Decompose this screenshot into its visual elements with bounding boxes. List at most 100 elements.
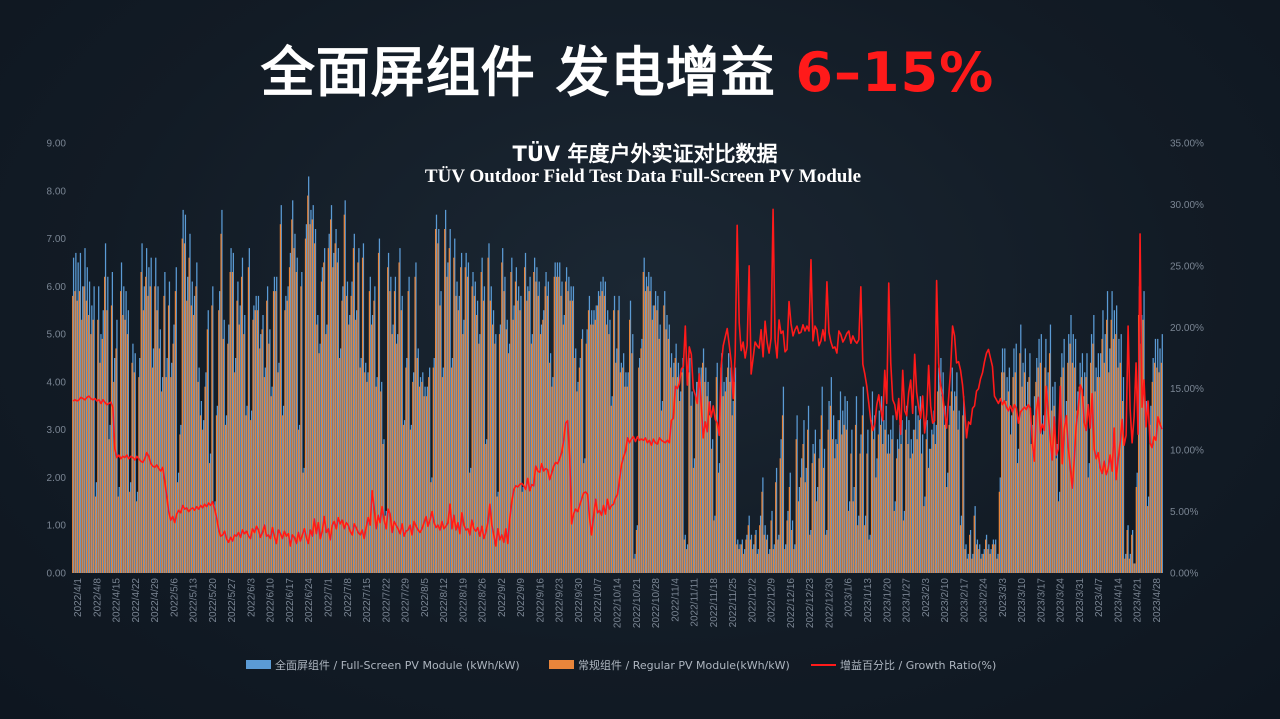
bar-full-screen xyxy=(438,229,440,573)
bar-full-screen xyxy=(406,358,408,573)
bar-full-screen xyxy=(465,252,467,573)
bar-full-screen xyxy=(572,286,575,573)
bar-regular xyxy=(1067,362,1069,573)
x-tick-label: 2022/9/16 xyxy=(535,578,546,623)
bar-full-screen xyxy=(513,305,515,573)
bar-regular xyxy=(140,272,142,573)
bar-regular xyxy=(756,553,759,573)
bar-full-screen xyxy=(198,367,200,573)
bar-regular xyxy=(1083,396,1085,573)
bar-regular xyxy=(1064,420,1067,573)
bar-full-screen xyxy=(563,315,565,573)
bar-regular xyxy=(640,348,642,573)
y-tick-label: 9.00 xyxy=(47,139,67,150)
bar-full-screen xyxy=(508,343,511,573)
bar-regular xyxy=(884,429,886,573)
bar-full-screen xyxy=(319,343,321,573)
bar-regular xyxy=(736,544,738,573)
bar-full-screen xyxy=(1157,338,1159,573)
bar-full-screen xyxy=(173,324,175,573)
bar-regular xyxy=(745,539,747,573)
bar-regular xyxy=(1055,458,1058,573)
bar-regular xyxy=(174,291,177,573)
bar-full-screen xyxy=(100,334,102,573)
bar-regular xyxy=(587,310,590,573)
y-tick-label: 8.00 xyxy=(47,186,67,197)
bar-full-screen xyxy=(728,353,730,573)
bar-full-screen xyxy=(597,291,600,573)
bar-regular xyxy=(747,525,749,573)
bar-regular xyxy=(101,338,104,573)
bar-regular xyxy=(206,329,208,573)
bar-regular xyxy=(453,257,455,573)
bar-regular xyxy=(154,286,156,573)
bar-full-screen xyxy=(91,305,93,573)
bar-full-screen xyxy=(378,238,381,573)
bar-regular xyxy=(601,291,603,573)
bar-full-screen xyxy=(908,420,910,573)
bar-regular xyxy=(1140,343,1142,573)
x-tick-label: 2022/10/7 xyxy=(593,578,604,623)
bar-regular xyxy=(425,396,428,573)
bar-full-screen xyxy=(355,310,358,573)
bar-full-screen xyxy=(654,291,657,573)
bar-regular xyxy=(450,367,453,573)
bar-full-screen xyxy=(168,281,171,573)
bar-full-screen xyxy=(988,544,990,573)
headline-main: 全面屏组件 发电增益 xyxy=(260,41,796,104)
bar-regular xyxy=(526,300,528,573)
bar-full-screen xyxy=(992,539,995,573)
bar-full-screen xyxy=(666,315,668,573)
bar-full-screen xyxy=(282,405,285,573)
bar-full-screen xyxy=(759,515,762,573)
bar-regular xyxy=(247,267,250,573)
bar-full-screen xyxy=(365,362,367,573)
bar-full-screen xyxy=(1074,338,1077,573)
bar-regular xyxy=(916,439,918,573)
bar-regular xyxy=(654,305,656,573)
bar-regular xyxy=(275,291,277,573)
bar-full-screen xyxy=(1104,334,1106,573)
bar-full-screen xyxy=(826,530,828,573)
bar-regular xyxy=(962,415,964,573)
bar-full-screen xyxy=(159,329,161,573)
bar-regular xyxy=(827,429,829,573)
bar-regular xyxy=(1121,401,1124,573)
x-tick-label: 2022/4/1 xyxy=(73,578,84,617)
bar-full-screen xyxy=(1154,338,1157,573)
bar-full-screen xyxy=(212,286,214,573)
legend-swatch xyxy=(246,660,271,669)
bar-full-screen xyxy=(273,276,276,573)
headline: 全面屏组件 发电增益 6–15% xyxy=(0,28,1255,107)
bar-regular xyxy=(704,381,706,573)
bar-regular xyxy=(126,334,129,573)
bar-full-screen xyxy=(326,324,328,573)
bar-full-screen xyxy=(387,252,390,573)
bar-regular xyxy=(558,276,560,573)
bar-full-screen xyxy=(901,420,903,573)
x-tick-label: 2022/9/23 xyxy=(555,578,566,623)
bar-full-screen xyxy=(433,358,435,573)
bar-full-screen xyxy=(344,200,346,573)
bar-regular xyxy=(243,334,245,573)
x-tick-label: 2023/1/13 xyxy=(863,578,874,623)
bar-full-screen xyxy=(1047,372,1049,573)
bar-regular xyxy=(245,415,247,573)
bar-full-screen xyxy=(974,506,976,573)
bar-regular xyxy=(240,276,243,573)
bar-regular xyxy=(432,367,434,573)
bar-full-screen xyxy=(287,286,289,573)
bar-regular xyxy=(190,305,193,573)
bar-full-screen xyxy=(661,401,664,573)
bar-regular xyxy=(576,391,578,573)
bar-full-screen xyxy=(627,372,629,573)
x-tick-label: 2023/4/7 xyxy=(1094,578,1105,617)
bar-regular xyxy=(553,276,555,573)
bar-full-screen xyxy=(737,539,739,573)
bar-regular xyxy=(1142,319,1144,573)
bar-regular xyxy=(323,262,325,573)
bar-regular xyxy=(708,415,711,573)
bar-full-screen xyxy=(707,381,709,573)
bar-full-screen xyxy=(953,391,956,573)
bar-full-screen xyxy=(301,272,303,573)
